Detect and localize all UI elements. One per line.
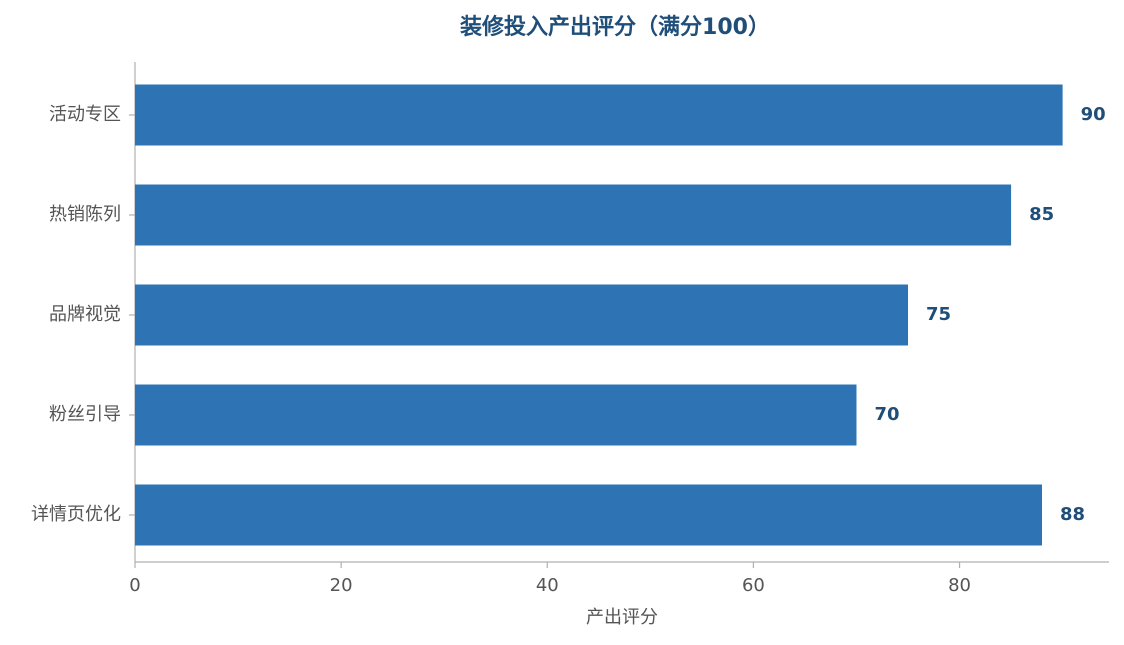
y-tick-label: 活动专区 — [49, 104, 121, 125]
x-tick-label: 80 — [948, 575, 971, 596]
bar — [135, 284, 909, 346]
bar — [135, 184, 1012, 246]
x-tick-label: 40 — [536, 575, 559, 596]
bar — [135, 384, 857, 446]
y-tick-label: 热销陈列 — [49, 204, 121, 225]
bar — [135, 484, 1043, 546]
x-tick-label: 0 — [129, 575, 140, 596]
y-tick-label: 品牌视觉 — [49, 304, 121, 325]
x-tick-label: 60 — [742, 575, 765, 596]
x-tick-label: 20 — [330, 575, 353, 596]
bar — [135, 84, 1063, 146]
chart-title: 装修投入产出评分（满分100） — [460, 14, 770, 40]
y-tick-label: 粉丝引导 — [49, 404, 121, 425]
value-label: 85 — [1029, 204, 1054, 225]
value-label: 90 — [1081, 104, 1106, 125]
value-label: 88 — [1060, 504, 1085, 525]
value-label: 70 — [874, 404, 899, 425]
x-axis-label: 产出评分 — [586, 607, 658, 628]
y-tick-label: 详情页优化 — [31, 504, 121, 525]
value-label: 75 — [926, 304, 951, 325]
